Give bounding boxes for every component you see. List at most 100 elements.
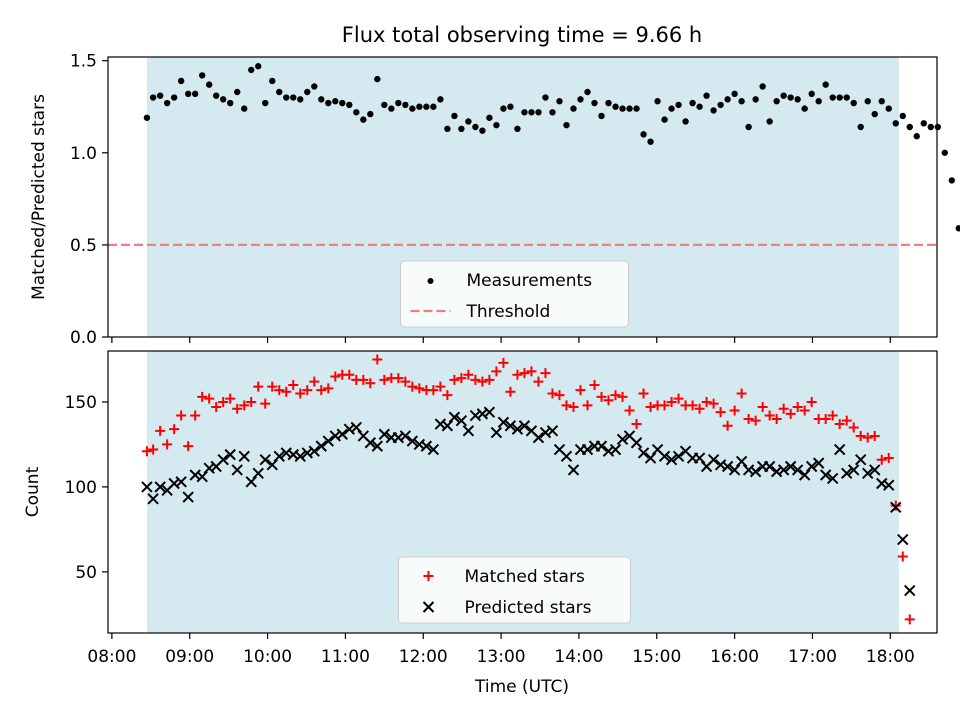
matched-star-point — [330, 371, 341, 382]
matched-star-point — [169, 424, 180, 435]
y-tick-label: 50 — [75, 563, 97, 583]
matched-star-point — [162, 439, 173, 450]
predicted-star-point — [644, 452, 657, 464]
matched-star-point — [764, 410, 775, 421]
predicted-star-point — [322, 435, 334, 447]
measurement-point — [402, 101, 409, 109]
predicted-star-point — [273, 450, 285, 463]
top-panel: 0.0 0.5 1.0 1.5 Matched/Predicted stars Measu… — [29, 52, 960, 348]
measurement-point — [885, 105, 892, 112]
predicted-star-point — [259, 454, 271, 466]
measurement-point — [339, 99, 346, 107]
matched-star-point — [183, 441, 194, 452]
x-tick-label: 11:00 — [321, 647, 370, 667]
chart-title: Flux total observing time = 9.66 h — [342, 23, 702, 47]
predicted-star-point — [693, 452, 706, 464]
measurement-point — [822, 81, 829, 88]
measurement-point — [871, 110, 878, 118]
matched-star-point — [708, 398, 719, 409]
measurement-point — [591, 99, 598, 107]
measurement-point — [297, 96, 304, 103]
measurement-point — [367, 110, 374, 118]
measurement-point — [857, 123, 864, 131]
measurement-point — [304, 88, 311, 96]
measurement-point — [836, 94, 843, 101]
measurement-point — [388, 105, 395, 112]
matched-star-point — [148, 444, 159, 455]
measurement-point — [864, 98, 871, 105]
matched-star-point — [722, 420, 733, 431]
matched-star-point — [316, 385, 327, 396]
series-1 — [143, 63, 960, 232]
measurement-point — [934, 123, 941, 131]
measurement-point — [780, 92, 787, 99]
matched-star-point — [211, 402, 222, 413]
predicted-star-point — [637, 447, 650, 459]
predicted-star-point — [890, 501, 902, 513]
predicted-star-point — [308, 445, 320, 457]
measurement-point — [163, 99, 171, 107]
measurement-point — [269, 77, 276, 85]
matched-star-point — [904, 614, 915, 625]
y-tick-label: 0.0 — [70, 328, 97, 348]
x-tick-label: 16:00 — [710, 647, 759, 667]
measurement-point — [493, 121, 500, 129]
matched-star-point — [295, 388, 306, 399]
matched-star-point — [547, 388, 558, 399]
matched-star-point — [218, 396, 229, 407]
measurement-point — [191, 90, 199, 98]
predicted-star-point — [812, 457, 825, 469]
measurement-point — [920, 120, 927, 127]
matched-star-point — [435, 381, 446, 392]
matched-star-point — [778, 403, 789, 414]
matched-star-point — [456, 373, 467, 384]
predicted-star-point — [504, 420, 517, 432]
matched-star-point — [855, 430, 866, 441]
matched-star-point — [820, 413, 831, 424]
y-tick-label: 100 — [65, 478, 97, 498]
matched-star-point — [428, 385, 439, 396]
matched-star-point — [806, 396, 817, 407]
measurement-point — [556, 98, 563, 105]
predicted-star-point — [441, 420, 454, 432]
matched-star-point — [603, 395, 614, 406]
matched-star-point — [505, 386, 516, 397]
matched-star-point — [575, 385, 586, 396]
matched-star-point — [687, 400, 698, 411]
measurement-point — [773, 98, 780, 105]
predicted-star-point — [581, 443, 594, 456]
matched-star-point — [750, 415, 761, 426]
measurement-point — [759, 83, 766, 90]
measurement-point — [542, 94, 549, 101]
matched-star-point — [288, 379, 299, 390]
matched-star-point — [589, 379, 600, 390]
matched-star-point — [176, 410, 187, 421]
measurement-point — [290, 94, 297, 101]
predicted-star-point — [805, 460, 818, 473]
predicted-star-point — [196, 471, 208, 483]
legend: Matched stars Predicted stars — [398, 556, 631, 624]
x-axis-label: Time (UTC) — [474, 677, 569, 697]
matched-star-point — [617, 391, 628, 402]
matched-star-point — [834, 419, 845, 430]
legend-box — [398, 556, 631, 624]
measurement-point — [227, 99, 234, 107]
matched-star-point — [463, 369, 474, 380]
predicted-star-point — [336, 428, 349, 440]
predicted-star-point — [777, 464, 790, 476]
axes-frame — [107, 350, 938, 634]
measurement-point — [374, 75, 381, 83]
matched-star-point — [204, 393, 215, 404]
matched-star-point — [400, 376, 411, 387]
matched-star-point — [631, 419, 642, 430]
measurement-point — [255, 63, 262, 70]
x-tick-label: 10:00 — [243, 647, 292, 667]
measurement-point — [451, 112, 458, 120]
predicted-star-point — [427, 443, 440, 456]
legend-label: Measurements — [467, 271, 593, 291]
matched-star-point — [771, 413, 782, 424]
axes-frame — [107, 56, 938, 338]
measurement-point — [528, 109, 535, 116]
matched-star-point — [239, 400, 250, 411]
x-tick-label: 17:00 — [788, 647, 837, 667]
